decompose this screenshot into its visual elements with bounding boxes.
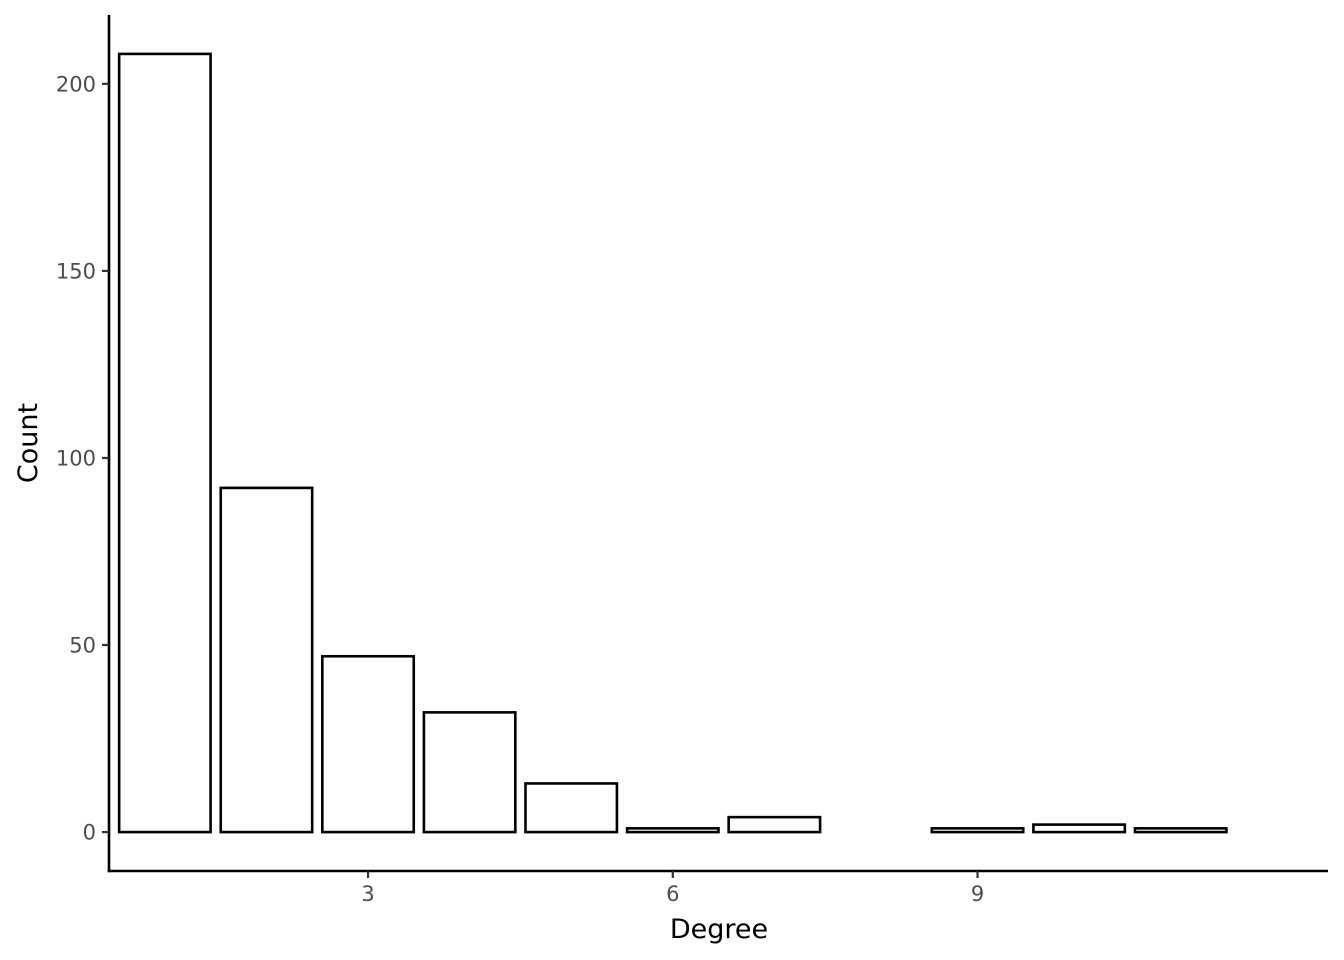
x-tick-label: 3 — [361, 882, 374, 906]
bar-degree-7 — [727, 815, 822, 834]
y-tick-label: 150 — [56, 259, 96, 283]
y-tick-label: 0 — [83, 821, 96, 845]
x-axis-title: Degree — [670, 914, 768, 945]
bar-degree-3 — [321, 654, 416, 834]
x-axis: 3 6 9 — [107, 869, 1328, 906]
bar-degree-4 — [422, 711, 517, 834]
y-axis-title: Count — [13, 403, 44, 483]
y-tick-label: 100 — [56, 446, 96, 470]
y-tick-label: 50 — [69, 634, 96, 658]
bar-degree-10 — [1032, 823, 1127, 834]
bar-degree-6 — [625, 827, 720, 834]
x-tick-label: 9 — [971, 882, 984, 906]
bars-group — [117, 52, 1228, 834]
bar-degree-5 — [524, 782, 619, 834]
bar-degree-11 — [1133, 827, 1228, 834]
y-axis: 0 50 100 150 200 — [56, 15, 111, 873]
x-tick-label: 6 — [666, 882, 679, 906]
bar-degree-1 — [117, 52, 212, 834]
bar-degree-9 — [930, 827, 1025, 834]
bar-degree-2 — [219, 486, 314, 834]
y-tick-label: 200 — [56, 72, 96, 96]
